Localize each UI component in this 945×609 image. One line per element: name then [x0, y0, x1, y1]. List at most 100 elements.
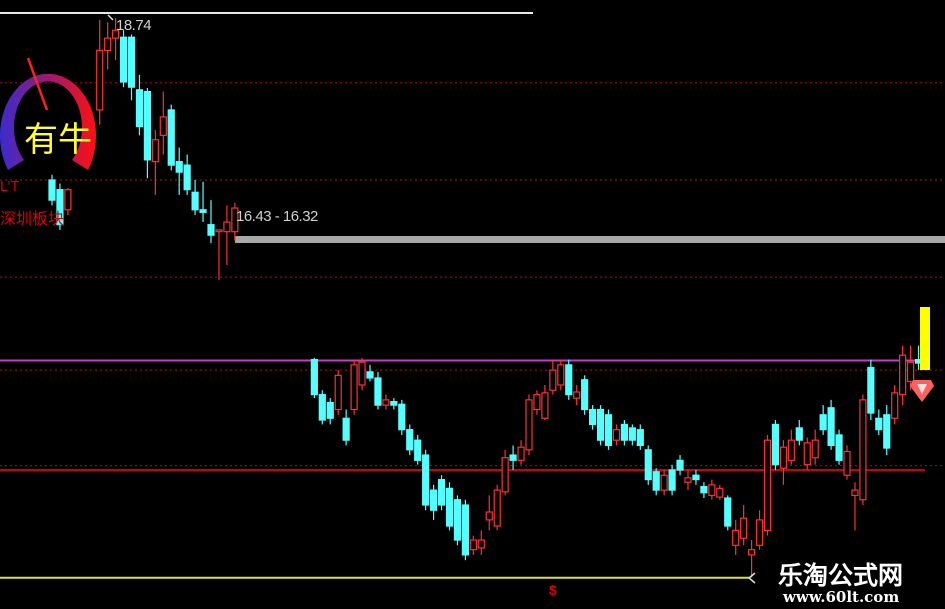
candle [342, 409, 350, 446]
diamond-icon [910, 380, 934, 402]
candle-body [318, 394, 326, 421]
watermark-url: www.60lt.com [783, 588, 900, 606]
candle-body [143, 90, 151, 161]
candle [167, 104, 175, 171]
candle [803, 437, 811, 470]
gauge-prefix: L'T [0, 180, 19, 195]
candle [867, 359, 875, 421]
candle-body [485, 511, 493, 521]
candle-body [461, 504, 469, 556]
candle [358, 357, 366, 391]
candle [183, 154, 191, 195]
candle [747, 540, 756, 578]
candle [541, 384, 549, 421]
candle-body [668, 469, 676, 491]
candle [382, 394, 390, 410]
candle-body [755, 519, 764, 546]
candle-body [763, 439, 772, 531]
candle-body [899, 354, 907, 396]
candle-body [64, 189, 72, 211]
candle [48, 174, 56, 206]
candle-body [326, 401, 334, 419]
candle [612, 424, 621, 446]
candle-body [453, 499, 462, 541]
candle [811, 429, 819, 465]
candle-body [628, 427, 636, 441]
candle-body [859, 399, 867, 501]
candle [111, 17, 120, 61]
sector-label: 深圳板块 [0, 209, 65, 228]
candle [859, 394, 867, 505]
candle-body [406, 429, 414, 451]
candle [787, 429, 795, 465]
candle [493, 484, 501, 531]
candle-body [588, 408, 597, 426]
candle-body [891, 392, 899, 419]
signal-marker: $ [549, 582, 557, 598]
gauge-icon [0, 57, 96, 170]
candle-body [191, 191, 199, 211]
candle [740, 504, 748, 546]
candle [310, 357, 318, 399]
candle-body [867, 366, 875, 414]
candle [406, 424, 414, 456]
candle [819, 405, 827, 435]
watermark-name: 乐淘公式网 [778, 561, 904, 590]
candle [700, 482, 708, 498]
candle-body [795, 427, 803, 441]
candle [422, 449, 430, 511]
candle [557, 359, 565, 391]
candle-body [509, 454, 517, 461]
candle [620, 420, 629, 446]
candle [604, 409, 613, 450]
candle-body [414, 439, 422, 461]
candle-body [684, 477, 692, 483]
candle-body [104, 37, 112, 51]
candle-body [835, 434, 843, 461]
candle [119, 30, 128, 88]
candle [96, 19, 104, 125]
candle [827, 399, 835, 450]
candle-body [581, 379, 589, 411]
candle [334, 370, 342, 415]
candle [795, 420, 803, 446]
candle-body [151, 139, 159, 163]
candle-body [676, 459, 684, 471]
candle-body [96, 49, 104, 111]
candle-body [740, 517, 748, 539]
candle-body [111, 29, 120, 39]
candle [175, 147, 183, 195]
candle [525, 394, 533, 456]
candle-body [557, 364, 565, 386]
candle [501, 449, 509, 496]
candle-body [549, 369, 557, 391]
candle-body [692, 474, 700, 481]
candle [430, 484, 438, 520]
candle-body [366, 371, 374, 379]
candle [350, 359, 358, 415]
candle-body [477, 539, 485, 549]
candle [636, 424, 644, 450]
candle [755, 510, 764, 550]
candle-body [660, 474, 668, 491]
candle-body [565, 364, 573, 396]
candle [56, 183, 64, 230]
candle [899, 345, 907, 406]
candle [771, 420, 780, 470]
candle [517, 440, 525, 465]
candle-body [350, 364, 358, 411]
candle-body [56, 189, 64, 226]
candle-body [199, 209, 207, 214]
candle [199, 181, 207, 223]
candle [716, 484, 724, 500]
candle-body [517, 446, 525, 461]
candle [445, 482, 454, 531]
candle-body [215, 229, 223, 233]
candle-body [223, 221, 231, 233]
candle-body [207, 224, 215, 236]
candle-body [875, 417, 883, 431]
candle-body [716, 487, 724, 498]
candle [596, 405, 605, 446]
candle [763, 434, 772, 536]
